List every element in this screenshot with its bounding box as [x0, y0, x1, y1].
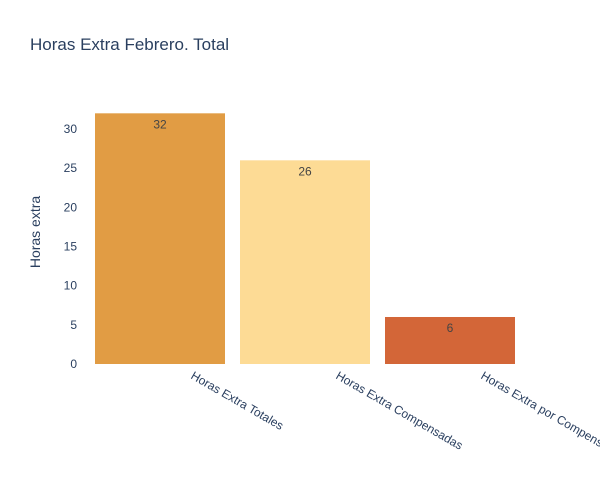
x-tick-label: Horas Extra Compensadas	[334, 368, 466, 452]
bar	[95, 113, 225, 364]
y-tick-label: 25	[64, 161, 78, 175]
y-tick-label: 15	[64, 239, 78, 253]
y-tick-label: 20	[64, 200, 78, 214]
y-tick-label: 10	[64, 279, 78, 293]
y-tick-label: 30	[64, 122, 78, 136]
bar	[385, 316, 515, 364]
bar-value-label: 6	[447, 321, 454, 335]
chart-title: Horas Extra Febrero. Total	[30, 35, 229, 54]
y-axis-title: Horas extra	[27, 196, 43, 269]
bar-value-label: 32	[153, 117, 167, 131]
y-tick-label: 0	[70, 357, 77, 371]
bar-value-label: 26	[298, 164, 312, 178]
plot-area: 0 5 10 15 20 25 30 32 Horas Extra Totales 26 Horas…	[64, 113, 600, 455]
x-tick-label: Horas Extra Totales	[189, 368, 286, 432]
y-tick-label: 5	[70, 318, 77, 332]
x-tick-label: Horas Extra por Compensar	[479, 368, 600, 455]
bar	[240, 160, 370, 364]
